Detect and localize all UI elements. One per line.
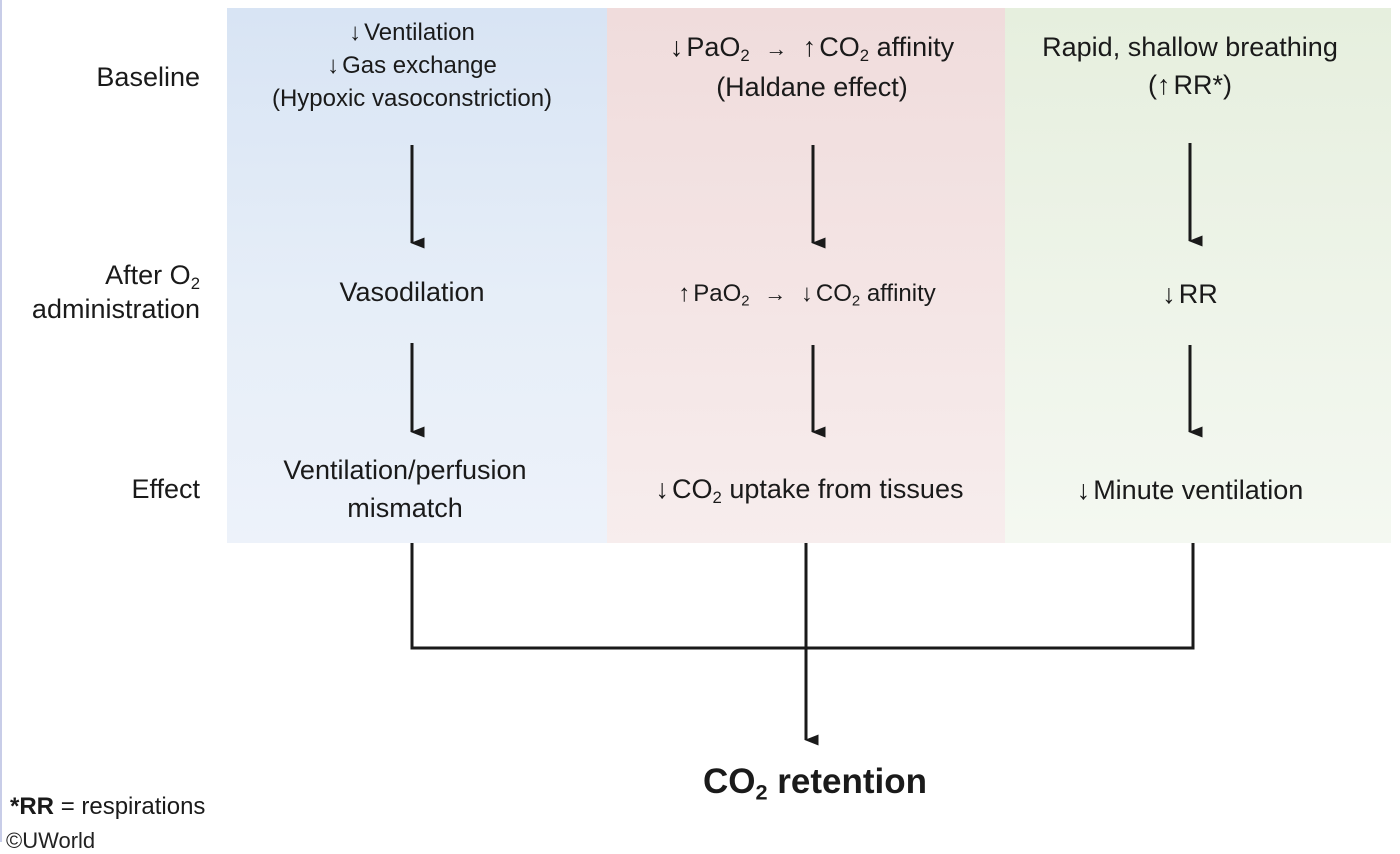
right-arrow-icon: →: [765, 36, 788, 61]
co2-retention-result: CO2 retention: [702, 762, 928, 805]
ventilation-column-panel: [227, 8, 607, 543]
down-arrow-icon: ↓: [800, 280, 813, 307]
breathing-baseline: Rapid, shallow breathing (↑ RR*): [1000, 28, 1380, 104]
up-arrow-icon: ↑: [1157, 70, 1171, 100]
down-arrow-icon: ↓: [1162, 279, 1176, 309]
footnote: *RR = respirations: [10, 793, 206, 820]
breathing-after: ↓ RR: [1000, 275, 1380, 313]
right-arrow-icon: →: [764, 281, 787, 306]
haldane-effect: ↓ CO2 uptake from tissues: [607, 470, 1012, 508]
row-label-effect: Effect: [131, 474, 200, 504]
up-arrow-icon: ↑: [678, 280, 691, 307]
ventilation-effect: Ventilation/perfusion mismatch: [283, 455, 527, 523]
down-arrow-icon: ↓: [327, 52, 340, 79]
left-border: [0, 0, 2, 842]
down-arrow-icon: ↓: [669, 32, 684, 62]
copyright: ©UWorld: [6, 828, 96, 853]
breathing-column-panel: [1005, 8, 1391, 543]
breathing-connector: [806, 543, 1195, 650]
down-arrow-icon: ↓: [1076, 475, 1091, 505]
down-arrow-icon: ↓: [655, 474, 670, 504]
ventilation-baseline: ↓ Ventilation ↓ Gas exchange (Hypoxic vaso…: [227, 16, 597, 115]
row-label-baseline: Baseline: [96, 62, 200, 92]
ventilation-connector: [410, 543, 806, 650]
haldane-after: ↑ PaO2 → ↓ CO2 affinity: [607, 277, 1007, 310]
breathing-effect: ↓ Minute ventilation: [1000, 471, 1380, 509]
row-label-after-o2: After O2 administration: [31, 260, 200, 324]
up-arrow-icon: ↑: [802, 32, 817, 62]
haldane-baseline: ↓ PaO2 → ↑ CO2 affinity (Haldane effect): [607, 28, 1017, 106]
down-arrow-icon: ↓: [349, 19, 362, 46]
haldane-column-panel: [607, 8, 1005, 543]
ventilation-after: Vasodilation: [339, 277, 485, 307]
